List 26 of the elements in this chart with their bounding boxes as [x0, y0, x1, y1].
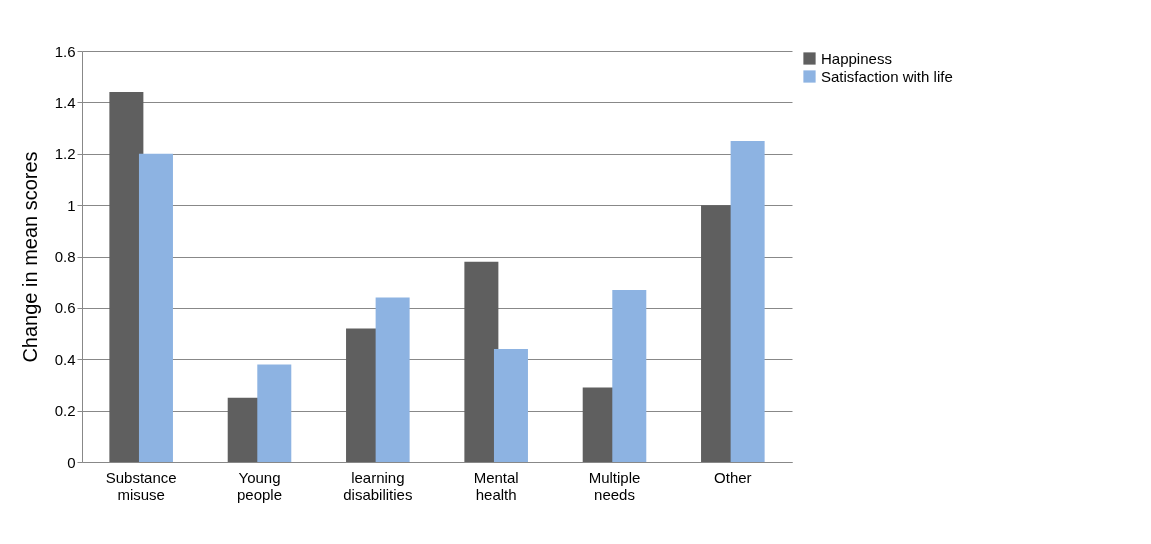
- bar: [109, 92, 144, 462]
- y-tick-label: 0.6: [54, 299, 76, 317]
- bar: [612, 289, 647, 462]
- bar: [257, 364, 292, 462]
- y-tick-label: 0.4: [54, 350, 76, 368]
- bar: [375, 297, 410, 462]
- legend-label: Satisfaction with life: [821, 67, 953, 85]
- y-tick-label: 1.6: [54, 42, 76, 60]
- bar: [138, 153, 173, 462]
- y-axis-title: Change in mean scores: [18, 151, 41, 363]
- y-tick-label: 0: [67, 453, 76, 471]
- y-tick-label: 1.4: [54, 93, 76, 111]
- x-tick-label: learning disabilities: [343, 468, 413, 503]
- y-tick-label: 1.2: [54, 145, 76, 163]
- bar: [493, 348, 528, 462]
- x-tick-label: Multiple needs: [588, 468, 641, 503]
- legend-label: Happiness: [821, 49, 892, 67]
- x-tick-label: Young people: [236, 468, 283, 503]
- y-tick-label: 0.2: [54, 402, 76, 420]
- x-tick-label: Substance misuse: [105, 468, 177, 503]
- bar: [730, 140, 765, 462]
- y-tick-label: 1: [67, 196, 76, 214]
- x-tick-label: Other: [714, 468, 752, 486]
- bar: [464, 261, 499, 462]
- y-tick-label: 0.8: [54, 248, 76, 265]
- x-tick-label: Mental health: [473, 468, 519, 503]
